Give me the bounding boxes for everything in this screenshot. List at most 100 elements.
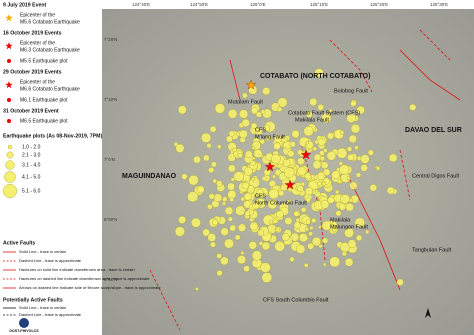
earthquake-circle <box>250 107 259 115</box>
logo <box>19 318 29 328</box>
earthquake-circle <box>209 125 217 133</box>
legend-label: Solid Line - trace is certain <box>19 249 66 254</box>
earthquake-circle <box>350 123 361 134</box>
earthquake-circle <box>281 136 288 143</box>
fault-label: Central Digos Fault <box>412 173 460 179</box>
earthquake-circle <box>318 225 322 229</box>
legend-dot <box>7 98 11 102</box>
earthquake-circle <box>216 253 222 259</box>
earthquake-circle <box>283 167 295 178</box>
lat-label: 7°10'N <box>104 97 117 102</box>
earthquake-circle <box>259 138 265 145</box>
earthquake-circle <box>221 201 227 206</box>
fault-label: CFS South Columbio Fault <box>263 297 329 303</box>
earthquake-circle <box>220 256 229 266</box>
earthquake-circle <box>340 130 345 135</box>
earthquake-circle <box>339 164 350 175</box>
lon-label: 124°50'E <box>190 2 208 7</box>
earthquake-circle <box>305 197 311 203</box>
earthquake-circle <box>367 149 374 156</box>
earthquake-circle <box>187 191 199 203</box>
earthquake-circle <box>237 255 247 265</box>
legend-star <box>5 14 13 22</box>
earthquake-circle <box>337 179 342 184</box>
earthquake-circle <box>308 231 314 237</box>
earthquake-circle <box>228 130 235 137</box>
earthquake-circle <box>276 106 283 112</box>
province-label: DAVAO DEL SUR <box>405 127 462 134</box>
earthquake-circle <box>304 172 312 180</box>
earthquake-circle <box>242 92 248 99</box>
earthquake-circle <box>273 142 281 150</box>
earthquake-circle <box>220 227 229 236</box>
legend-label: 1.0 - 2.0 <box>22 144 41 150</box>
earthquake-circle <box>317 103 324 111</box>
earthquake-circle <box>207 233 217 242</box>
earthquake-circle <box>255 127 263 136</box>
earthquake-circle <box>250 177 256 182</box>
earthquake-circle <box>249 160 256 167</box>
legend-label: M6.6 Cotabato Earthquake <box>20 86 80 92</box>
fault-label: North Columbio Fault <box>255 200 307 206</box>
earthquake-circle <box>360 164 368 172</box>
earthquake-circle <box>202 228 211 237</box>
legend-label: M6.5 Earthquake plot <box>20 118 68 124</box>
earthquake-circle <box>354 145 359 151</box>
earthquake-circle <box>224 238 234 249</box>
earthquake-circle <box>207 204 213 210</box>
earthquake-circle <box>237 223 247 232</box>
earthquake-circle <box>178 215 187 224</box>
earthquake-circle <box>270 154 281 164</box>
earthquake-circle <box>206 143 212 149</box>
earthquake-circle <box>181 173 188 180</box>
earthquake-circle <box>256 188 264 197</box>
earthquake-circle <box>216 180 223 187</box>
earthquake-circle <box>225 135 233 143</box>
earthquake-circle <box>227 109 238 119</box>
earthquake-circle <box>239 129 248 139</box>
earthquake-circle <box>332 221 337 227</box>
legend-label: Dashed Line - trace is approximate <box>19 312 82 317</box>
earthquake-circle <box>365 229 370 234</box>
earthquake-circle <box>356 105 365 115</box>
lon-label: 125°10'E <box>310 2 328 7</box>
earthquake-circle <box>268 188 279 200</box>
earthquake-circle <box>275 227 280 232</box>
legend-panel <box>0 0 102 335</box>
earthquake-circle <box>289 256 295 262</box>
earthquake-circle <box>346 176 351 180</box>
legend-label: 3.1 - 4.0 <box>22 162 41 168</box>
earthquake-circle <box>268 219 274 225</box>
lon-label: 124°40'E <box>132 2 150 7</box>
earthquake-circle <box>281 233 290 241</box>
earthquake-circle <box>336 147 348 159</box>
legend-label: Hachures on solid line indicate downthro… <box>19 267 135 272</box>
legend-heading: 9 July 2019 Event <box>3 2 47 8</box>
earthquake-circle <box>261 241 271 251</box>
earthquake-circle <box>237 153 243 158</box>
earthquake-circle <box>271 174 277 179</box>
earthquake-circle <box>277 97 288 108</box>
earthquake-circle <box>263 168 271 176</box>
earthquake-circle <box>282 159 291 167</box>
earthquake-circle <box>266 135 272 142</box>
earthquake-circle <box>208 193 215 200</box>
earthquake-circle <box>326 132 334 140</box>
earthquake-circle <box>347 239 357 248</box>
earthquake-circle <box>346 113 356 123</box>
earthquake-circle <box>260 262 271 273</box>
legend-magnitude <box>4 171 16 183</box>
fault-label: Makilala Fault <box>295 117 329 123</box>
legend-label: Epicenter of the <box>20 12 55 18</box>
lon-label: 125°20'E <box>370 2 388 7</box>
earthquake-circle <box>274 240 285 252</box>
earthquake-circle <box>284 217 293 225</box>
earthquake-circle <box>249 221 259 231</box>
earthquake-circle <box>332 228 337 233</box>
earthquake-circle <box>200 132 212 143</box>
earthquake-circle <box>260 109 266 115</box>
earthquake-circle <box>329 256 341 268</box>
earthquake-circle <box>317 137 326 146</box>
legend-heading: 29 October 2019 Events <box>3 69 62 75</box>
